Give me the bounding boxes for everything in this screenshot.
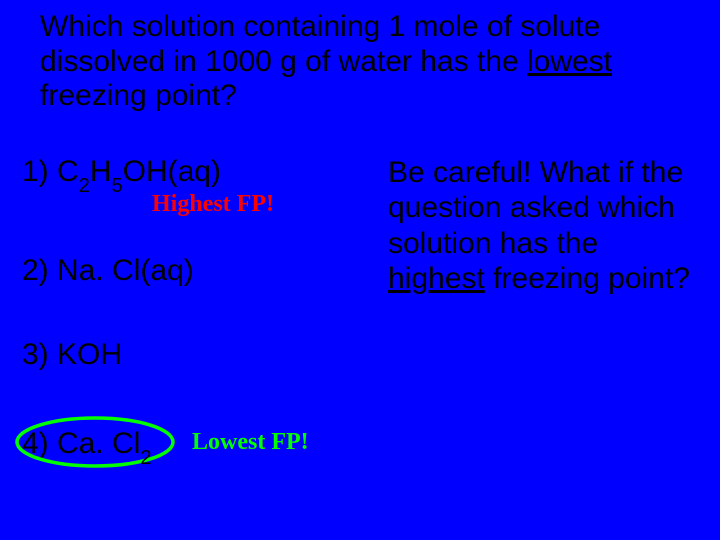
warning-text: Be careful! What if the question asked w…: [388, 155, 698, 297]
option-3: 3) KOH: [22, 338, 362, 372]
opt1-note-highest-fp: Highest FP!: [152, 191, 274, 218]
option-1: 1) C2H5OH(aq) Highest FP!: [22, 155, 362, 194]
question-pre: Which solution containing 1 mole of solu…: [40, 10, 600, 78]
warning-pre: Be careful! What if the question asked w…: [388, 156, 683, 260]
options-list: 1) C2H5OH(aq) Highest FP! 2) Na. Cl(aq) …: [22, 155, 362, 466]
opt4-s1: 2: [140, 447, 151, 469]
opt1-f1: C: [57, 155, 79, 188]
opt3-f1: KOH: [57, 338, 122, 371]
opt2-number: 2): [22, 254, 57, 287]
question-text: Which solution containing 1 mole of solu…: [40, 10, 680, 114]
opt1-number: 1): [22, 155, 57, 188]
warning-post: freezing point?: [485, 262, 690, 295]
warning-underlined: highest: [388, 262, 485, 295]
opt1-f2: H: [90, 155, 112, 188]
question-underlined: lowest: [527, 45, 612, 78]
opt1-f3: OH(aq): [123, 155, 221, 188]
opt4-f1: Ca. Cl: [57, 427, 140, 460]
opt4-note-lowest-fp: Lowest FP!: [192, 429, 309, 456]
opt3-number: 3): [22, 338, 57, 371]
opt1-s2: 5: [111, 175, 122, 197]
question-post: freezing point?: [40, 79, 237, 112]
option-4: 4) Ca. Cl2 Lowest FP!: [22, 427, 362, 466]
opt2-f1: Na. Cl(aq): [57, 254, 194, 287]
option-2: 2) Na. Cl(aq): [22, 254, 362, 288]
opt1-s1: 2: [79, 175, 90, 197]
opt4-number: 4): [22, 427, 57, 460]
